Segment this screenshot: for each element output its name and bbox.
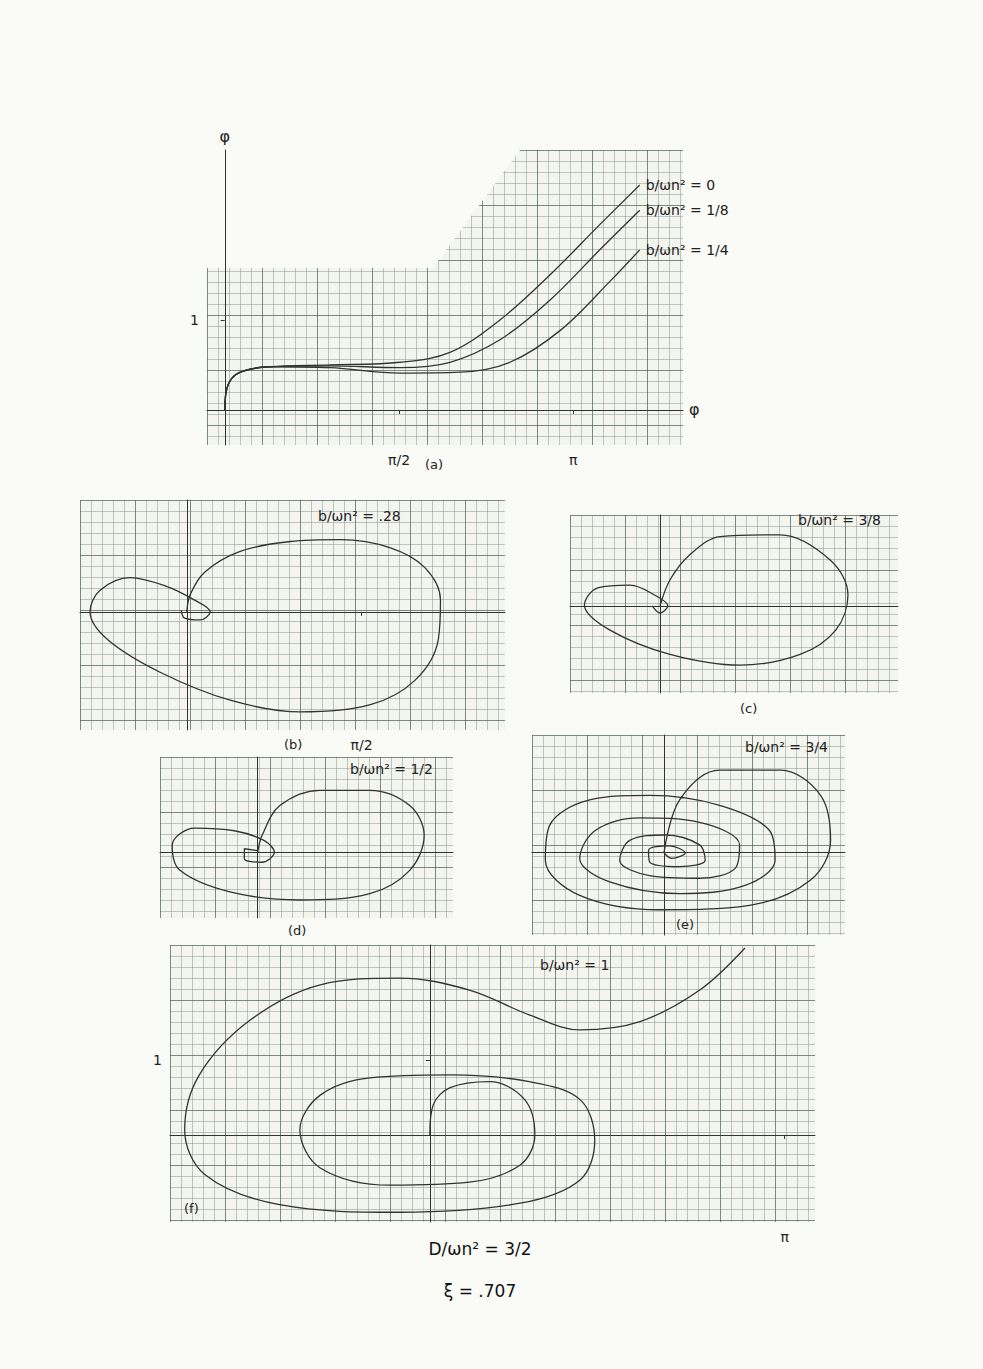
svg-text:π: π — [569, 452, 578, 468]
svg-text:(a): (a) — [425, 457, 443, 472]
svg-text:(e): (e) — [676, 917, 694, 932]
svg-text:b/ωn² = .28: b/ωn² = .28 — [318, 508, 401, 524]
svg-text:b/ωn² = 3/8: b/ωn² = 3/8 — [798, 512, 881, 528]
svg-text:π/2: π/2 — [351, 737, 373, 753]
svg-text:φ: φ — [219, 127, 230, 146]
svg-text:b/ωn² = 1/4: b/ωn² = 1/4 — [646, 242, 729, 258]
svg-text:(b): (b) — [284, 737, 302, 752]
svg-text:1: 1 — [153, 1052, 162, 1068]
svg-text:b/ωn² = 1/8: b/ωn² = 1/8 — [646, 202, 729, 218]
svg-text:b/ωn² = 1: b/ωn² = 1 — [540, 957, 609, 973]
svg-text:(d): (d) — [288, 923, 306, 938]
svg-text:b/ωn² = 1/2: b/ωn² = 1/2 — [350, 761, 433, 777]
svg-text:φ: φ — [689, 400, 700, 419]
svg-text:(c): (c) — [740, 701, 757, 716]
svg-text:1: 1 — [190, 312, 199, 328]
svg-text:b/ωn² = 3/4: b/ωn² = 3/4 — [745, 739, 828, 755]
svg-text:D/ωn² = 3/2: D/ωn² = 3/2 — [428, 1239, 531, 1259]
svg-text:(f): (f) — [184, 1201, 199, 1216]
svg-text:b/ωn² = 0: b/ωn² = 0 — [646, 177, 715, 193]
svg-text:ξ = .707: ξ = .707 — [444, 1281, 516, 1301]
svg-text:π/2: π/2 — [388, 452, 410, 468]
svg-text:π: π — [780, 1229, 789, 1245]
